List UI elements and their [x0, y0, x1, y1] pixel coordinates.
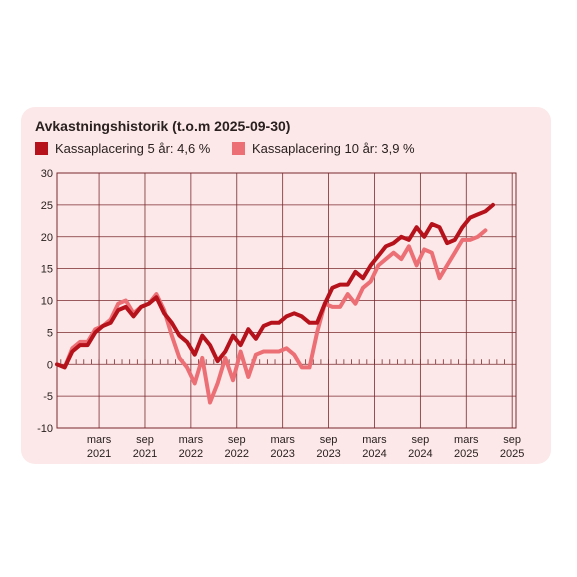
- x-tick-label-year: 2024: [362, 448, 386, 460]
- x-tick-label-year: 2022: [225, 448, 249, 460]
- series-line-5yr: [55, 202, 495, 370]
- x-tick-label-year: 2025: [454, 448, 478, 460]
- legend-item-5yr: Kassaplacering 5 år: 4,6 %: [35, 141, 210, 156]
- y-tick-label: 5: [47, 327, 53, 339]
- y-tick-label: 30: [41, 168, 53, 180]
- y-tick-label: -10: [37, 423, 53, 435]
- legend-label-10yr: Kassaplacering 10 år: 3,9 %: [252, 141, 415, 156]
- x-tick-label-year: 2023: [316, 448, 340, 460]
- y-tick-label: 15: [41, 264, 53, 276]
- x-tick-label-month: sep: [136, 434, 154, 446]
- x-tick-label-year: 2021: [87, 448, 111, 460]
- legend-label-5yr: Kassaplacering 5 år: 4,6 %: [55, 141, 211, 156]
- x-tick-label-month: mars: [362, 434, 387, 446]
- x-tick-label-month: sep: [320, 434, 338, 446]
- chart-title: Avkastningshistorik (t.o.m 2025-09-30): [35, 118, 291, 134]
- legend-item-10yr: Kassaplacering 10 år: 3,9 %: [232, 141, 415, 156]
- x-tick-label-month: mars: [454, 434, 479, 446]
- x-tick-label-month: mars: [270, 434, 295, 446]
- y-tick-label: 25: [41, 200, 53, 212]
- x-tick-label-year: 2023: [270, 448, 294, 460]
- legend-swatch-10yr: [232, 142, 245, 155]
- x-tick-label-year: 2024: [408, 448, 432, 460]
- x-tick-label-month: mars: [87, 434, 112, 446]
- x-tick-label-month: sep: [228, 434, 246, 446]
- y-tick-label: 10: [41, 296, 53, 308]
- legend-swatch-5yr: [35, 142, 48, 155]
- y-tick-label: -5: [43, 391, 53, 403]
- x-tick-label-month: sep: [412, 434, 430, 446]
- y-tick-label: 20: [41, 232, 53, 244]
- x-tick-label-year: 2025: [500, 448, 524, 460]
- x-tick-label-month: mars: [179, 434, 204, 446]
- x-tick-label-month: sep: [503, 434, 521, 446]
- x-tick-label-year: 2021: [133, 448, 157, 460]
- series-line-10yr: [55, 228, 488, 405]
- x-tick-label-year: 2022: [179, 448, 203, 460]
- y-tick-label: 0: [47, 359, 53, 371]
